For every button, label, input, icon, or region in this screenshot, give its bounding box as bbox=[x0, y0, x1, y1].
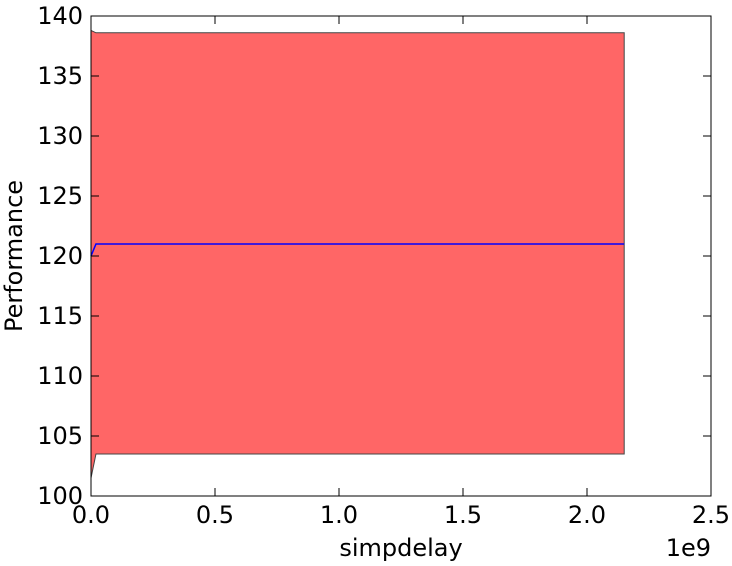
y-axis: 100 105 110 115 120 125 130 135 140 bbox=[37, 2, 711, 510]
series-line-0 bbox=[90, 243, 625, 257]
confidence-band-layer bbox=[90, 29, 625, 479]
x-tick-label: 1.5 bbox=[444, 501, 482, 529]
x-tick-label: 2.0 bbox=[568, 501, 606, 529]
x-axis: 0.0 0.5 1.0 1.5 2.0 2.5 bbox=[72, 16, 730, 529]
y-tick-label: 130 bbox=[37, 122, 83, 150]
x-axis-offset-label: 1e9 bbox=[666, 534, 711, 562]
y-tick-label: 135 bbox=[37, 62, 83, 90]
confidence-band bbox=[90, 29, 625, 479]
x-tick-label: 0.0 bbox=[72, 501, 110, 529]
y-tick-label: 125 bbox=[37, 182, 83, 210]
y-axis-label: Performance bbox=[0, 180, 28, 332]
y-tick-label: 100 bbox=[37, 482, 83, 510]
x-tick-label: 0.5 bbox=[196, 501, 234, 529]
y-tick-label: 120 bbox=[37, 242, 83, 270]
x-axis-label: simpdelay bbox=[339, 534, 462, 562]
x-tick-label: 1.0 bbox=[320, 501, 358, 529]
y-tick-label: 110 bbox=[37, 362, 83, 390]
series-line-layer bbox=[90, 243, 625, 257]
y-tick-label: 140 bbox=[37, 2, 83, 30]
y-tick-label: 115 bbox=[37, 302, 83, 330]
x-tick-label: 2.5 bbox=[692, 501, 730, 529]
y-tick-label: 105 bbox=[37, 422, 83, 450]
